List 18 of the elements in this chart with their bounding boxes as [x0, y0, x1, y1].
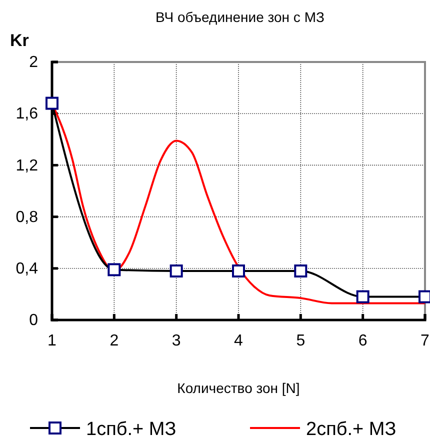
y-tick-label: 2 — [29, 54, 38, 72]
y-tick-label: 1,6 — [16, 106, 38, 123]
y-tick-label: 0 — [29, 312, 38, 330]
x-tick-label: 3 — [172, 332, 181, 350]
x-tick-label: 4 — [234, 332, 244, 350]
x-tick-label: 7 — [420, 332, 430, 350]
y-axis-title: Kr — [10, 31, 30, 50]
y-tick-label: 1,2 — [16, 157, 38, 174]
legend-label: 2спб.+ МЗ — [306, 419, 396, 440]
x-tick-label: 2 — [110, 332, 119, 350]
y-tick-label: 0,4 — [16, 260, 38, 278]
x-tick-label: 6 — [358, 332, 368, 350]
x-axis-title: Количество зон [N] — [177, 380, 300, 396]
x-tick-label: 1 — [48, 332, 57, 350]
legend-label: 1спб.+ МЗ — [86, 419, 176, 440]
x-tick-label: 5 — [296, 332, 306, 350]
chart-title: ВЧ объединение зон с МЗ — [156, 9, 324, 25]
y-tick-label: 0,8 — [16, 208, 38, 226]
